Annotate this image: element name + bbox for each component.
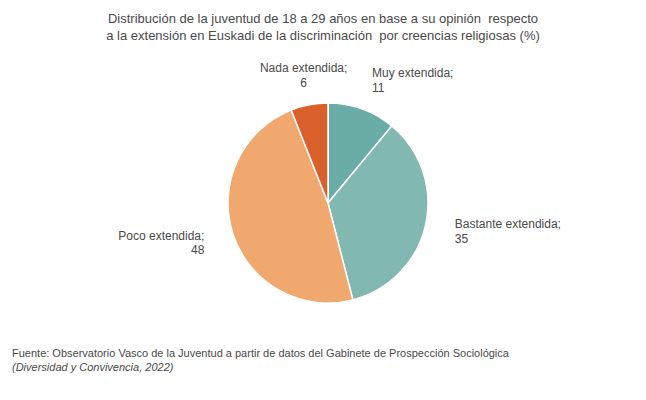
html-text:Fuente: Observatorio Vasco de: Fuente: Observatorio Vasco de la Juventu…	[12, 347, 509, 359]
html-text:Distribución de la juventud de: Distribución de la juventud de 18 a 29 a…	[106, 11, 540, 43]
svg-text:Bastante extendida;35: Bastante extendida;35	[455, 217, 561, 245]
html-text:(Diversidad y Convivencia, 202: (Diversidad y Convivencia, 2022)	[12, 361, 174, 373]
svg-text:Poco extendida;48: Poco extendida;48	[118, 229, 204, 257]
svg-text:Muy extendida;11: Muy extendida;11	[372, 66, 453, 94]
svg-text:Nada extendida;6: Nada extendida;6	[260, 61, 347, 89]
